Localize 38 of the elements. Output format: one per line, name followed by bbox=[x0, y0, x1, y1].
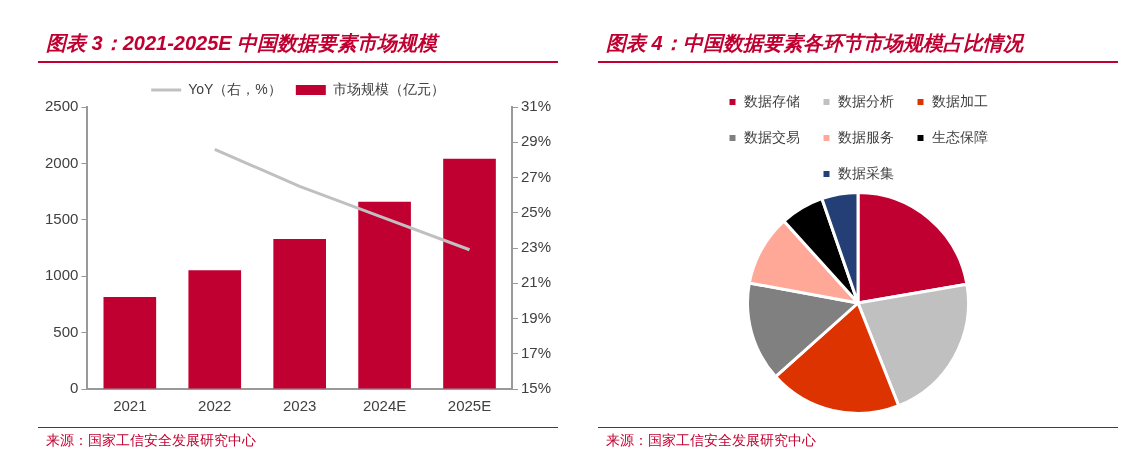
x-tick-label: 2021 bbox=[113, 397, 147, 415]
source-note: 来源：国家工信安全发展研究中心 bbox=[46, 432, 257, 450]
y2-tick-label: 17% bbox=[520, 343, 552, 361]
bar bbox=[188, 270, 242, 389]
y-tick-label: 1500 bbox=[44, 209, 79, 227]
x-tick-label: 2022 bbox=[198, 397, 232, 415]
legend-label: 数据加工 bbox=[932, 92, 988, 109]
legend-label: 数据服务 bbox=[838, 128, 894, 145]
legend-label: 数据交易 bbox=[744, 128, 800, 145]
legend-label: 数据采集 bbox=[838, 164, 894, 181]
x-tick-label: 2025E bbox=[447, 397, 492, 415]
legend-label: 市场规模（亿元） bbox=[332, 80, 445, 97]
y2-tick-label: 29% bbox=[520, 132, 552, 150]
y-tick-label: 0 bbox=[70, 379, 79, 397]
y2-tick-label: 21% bbox=[520, 273, 552, 291]
x-tick-label: 2023 bbox=[282, 397, 317, 415]
y2-tick-label: 23% bbox=[520, 238, 552, 256]
y-tick-label: 500 bbox=[53, 322, 79, 340]
x-tick-label: 2024E bbox=[362, 397, 407, 415]
source-note: 来源：国家工信安全发展研究中心 bbox=[606, 432, 817, 450]
legend-label: 数据存储 bbox=[744, 92, 800, 109]
y-tick-label: 2000 bbox=[44, 153, 79, 171]
legend-label: YoY（右，%） bbox=[188, 80, 282, 97]
chart-title: 图表 4：中国数据要素各环节市场规模占比情况 bbox=[598, 30, 1118, 63]
y2-tick-label: 19% bbox=[520, 308, 552, 326]
bar bbox=[358, 201, 411, 389]
y-tick-label: 2500 bbox=[44, 97, 79, 115]
y2-tick-label: 25% bbox=[520, 202, 552, 220]
y2-tick-label: 31% bbox=[520, 97, 552, 115]
y-tick-label: 1000 bbox=[44, 266, 79, 284]
legend-label: 数据分析 bbox=[838, 92, 894, 109]
y2-tick-label: 15% bbox=[520, 379, 552, 397]
y2-tick-label: 27% bbox=[520, 167, 552, 185]
legend-label: 生态保障 bbox=[932, 128, 988, 145]
bar bbox=[103, 296, 157, 389]
chart-title: 图表 3：2021-2025E 中国数据要素市场规模 bbox=[38, 30, 558, 63]
bar bbox=[273, 238, 326, 389]
bar bbox=[443, 158, 496, 389]
